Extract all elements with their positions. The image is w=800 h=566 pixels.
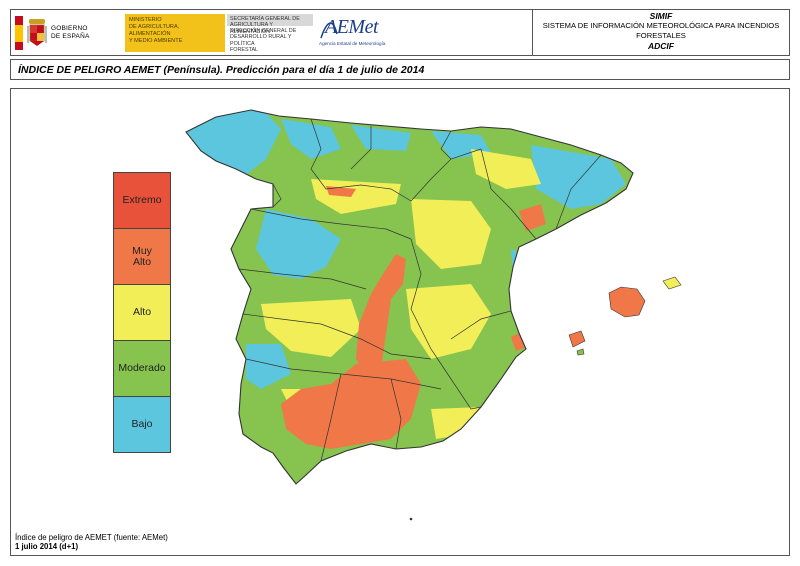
ministry-label: MINISTERIO DE AGRICULTURA, ALIMENTACIÓN … bbox=[125, 14, 225, 52]
legend-item-3: Moderado bbox=[113, 340, 171, 397]
zone-central-high bbox=[411, 199, 491, 269]
island-mallorca bbox=[608, 286, 646, 318]
footnote-source: Índice de peligro de AEMET (fuente: AEMe… bbox=[15, 533, 168, 542]
secretaria-label: SECRETARÍA GENERAL DE AGRICULTURA Y ALIM… bbox=[227, 14, 313, 35]
zone-pyrenees-low bbox=[531, 145, 626, 209]
zone-cantabria-low bbox=[351, 125, 411, 151]
system-short-name: SIMIF bbox=[649, 11, 673, 21]
legend-item-4: Bajo bbox=[113, 396, 171, 453]
zone-south-low bbox=[246, 344, 291, 389]
aemet-subtitle: Agencia Estatal de Meteorología bbox=[319, 41, 386, 46]
zone-west-low bbox=[256, 209, 341, 279]
zone-andalucia-veryhigh bbox=[281, 359, 421, 449]
balearic-islands bbox=[568, 276, 682, 356]
zone-asturias-low bbox=[281, 119, 341, 159]
coat-of-arms-icon bbox=[27, 19, 47, 46]
island-ibiza bbox=[568, 330, 586, 348]
legend-item-2: Alto bbox=[113, 284, 171, 341]
system-full-name: SISTEMA DE INFORMACIÓN METEOROLÓGICA PAR… bbox=[542, 21, 780, 40]
simif-block: SIMIF SISTEMA DE INFORMACIÓN METEOROLÓGI… bbox=[533, 10, 789, 56]
zone-murcia-high bbox=[431, 407, 481, 439]
footnote: Índice de peligro de AEMET (fuente: AEMe… bbox=[15, 533, 168, 551]
header-divider bbox=[532, 10, 533, 55]
danger-zones bbox=[186, 110, 626, 449]
legend-item-0: Extremo bbox=[113, 172, 171, 229]
zone-castilla-high bbox=[406, 284, 491, 359]
region-borders bbox=[185, 109, 634, 485]
island-formentera bbox=[576, 348, 585, 356]
direccion-label: DIRECCIÓN GENERAL DE DESARROLLO RURAL Y … bbox=[230, 28, 297, 54]
gobierno-logo: GOBIERNO DE ESPAÑA bbox=[15, 14, 121, 52]
secretaria-block: SECRETARÍA GENERAL DE AGRICULTURA Y ALIM… bbox=[227, 14, 313, 53]
area-name: ADCIF bbox=[648, 41, 674, 51]
alboran-dot bbox=[409, 517, 413, 521]
island-menorca bbox=[662, 276, 682, 290]
zone-extremadura-high bbox=[261, 299, 361, 357]
header-bar: GOBIERNO DE ESPAÑA MINISTERIO DE AGRICUL… bbox=[10, 9, 790, 56]
map-title: ÍNDICE DE PELIGRO AEMET (Península). Pre… bbox=[18, 64, 425, 76]
zone-teruel-veryhigh bbox=[519, 204, 546, 231]
map-frame: Extremo Muy Alto Alto Moderado Bajo Índice d… bbox=[10, 88, 790, 556]
aemet-wordmark: AEMet bbox=[325, 16, 379, 38]
title-bar: ÍNDICE DE PELIGRO AEMET (Península). Pre… bbox=[10, 59, 790, 80]
zone-leon-veryhigh bbox=[326, 186, 356, 197]
aemet-swoosh-icon bbox=[320, 22, 338, 39]
gobierno-text: GOBIERNO DE ESPAÑA bbox=[51, 25, 90, 40]
legend-item-1: Muy Alto bbox=[113, 228, 171, 285]
danger-index-map bbox=[185, 109, 682, 521]
footnote-date: 1 julio 2014 (d+1) bbox=[15, 542, 79, 551]
legend: Extremo Muy Alto Alto Moderado Bajo bbox=[113, 172, 171, 453]
spain-flag-icon bbox=[15, 16, 23, 50]
zone-toledo-veryhigh bbox=[356, 254, 406, 374]
aemet-logo: AEMet Agencia Estatal de Meteorología bbox=[317, 16, 385, 52]
